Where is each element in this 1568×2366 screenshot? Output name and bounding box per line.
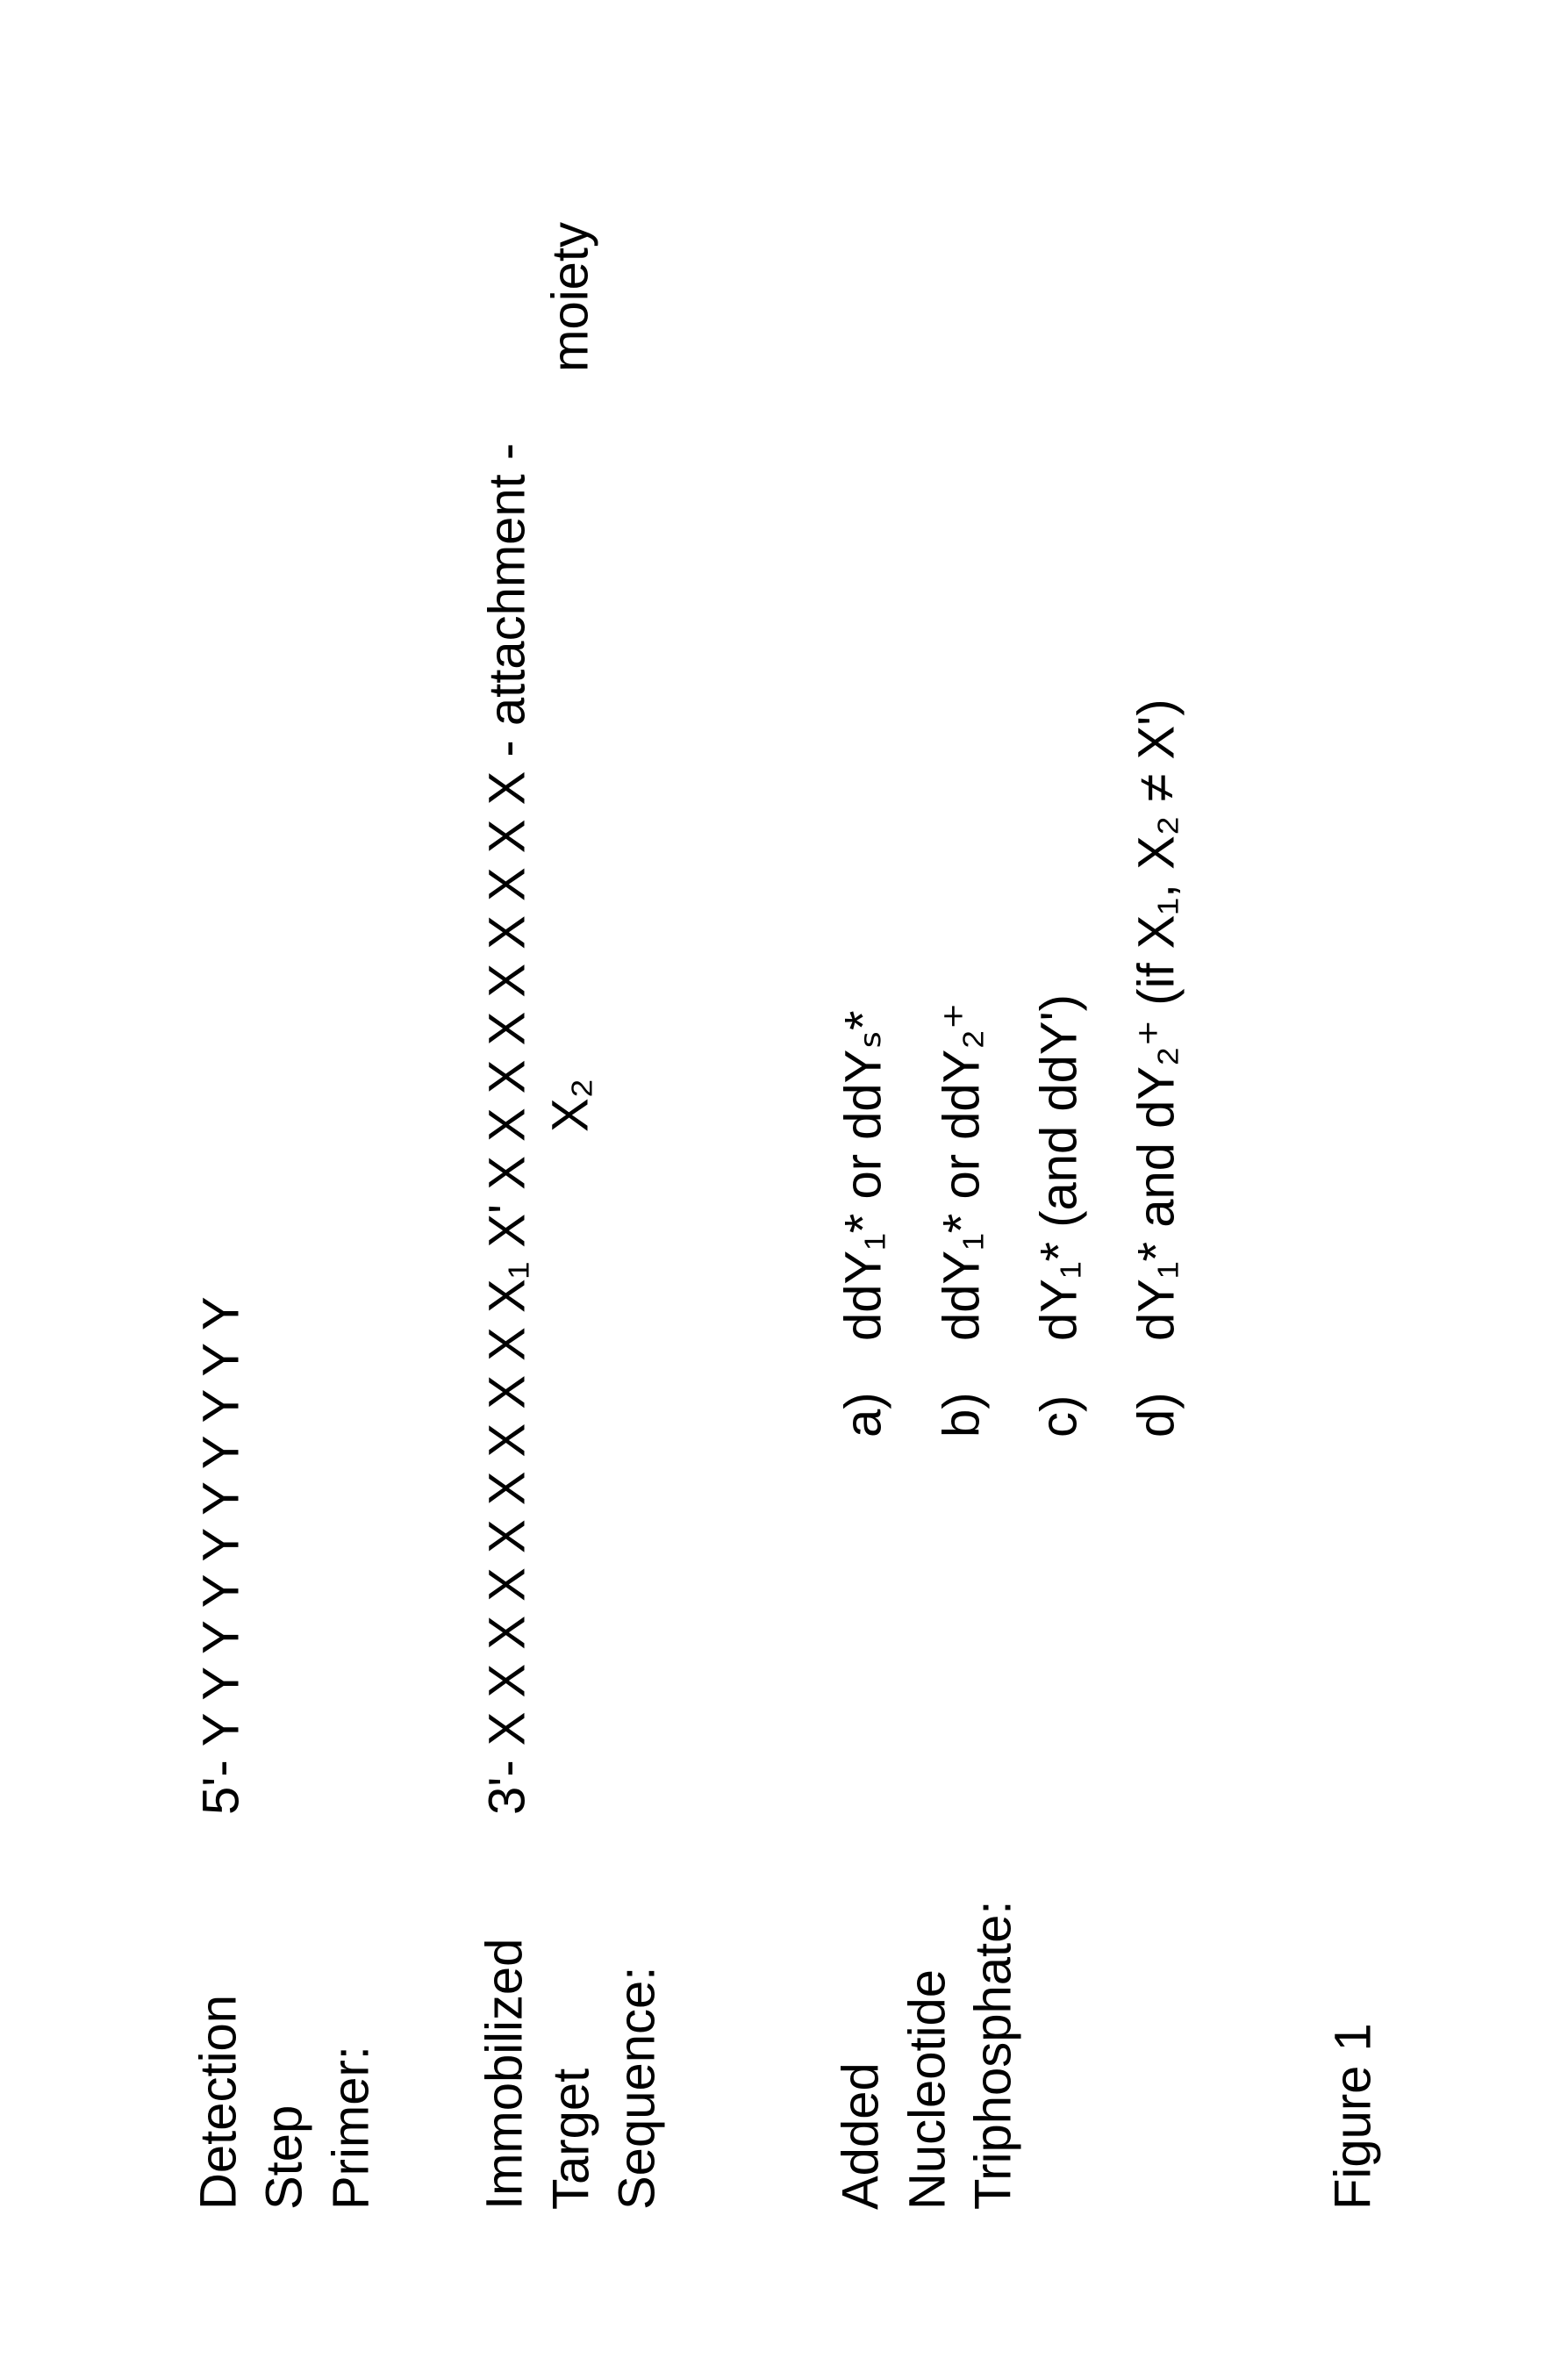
label-text: Triphosphate: bbox=[961, 1815, 1027, 2210]
list-marker: b) bbox=[926, 1341, 997, 1438]
added-label: Added Nucleotide Triphosphate: bbox=[828, 1815, 1027, 2210]
list-text: ddY₁* or ddY₂⁺ bbox=[926, 156, 997, 1341]
label-text: Nucleotide bbox=[894, 1815, 960, 2210]
immobilized-row: Immobilized Target Sequence: 3'- X X X X… bbox=[472, 156, 670, 2210]
list-item: b) ddY₁* or ddY₂⁺ bbox=[926, 156, 997, 1438]
list-item: a) ddY₁* or ddYₛ* bbox=[828, 156, 899, 1438]
detection-sequence: 5'- Y Y Y Y Y Y Y Y Y Y bbox=[185, 156, 291, 1815]
target-sequence-x2: X₂ bbox=[535, 1079, 606, 1132]
label-text: Sequence: bbox=[604, 1815, 669, 2210]
list-marker: d) bbox=[1121, 1341, 1192, 1438]
list-text: ddY₁* or ddYₛ* bbox=[828, 156, 899, 1341]
label-text: Detection bbox=[185, 1815, 251, 2210]
list-text: dY₁* and dY₂⁺ (if X₁, X₂ ≠ X') bbox=[1121, 156, 1192, 1341]
immobilized-label: Immobilized Target Sequence: bbox=[472, 1815, 670, 2210]
figure-caption: Figure 1 bbox=[1324, 156, 1383, 2210]
label-text: Added bbox=[828, 1815, 894, 2210]
figure-content: Detection Step Primer: 5'- Y Y Y Y Y Y Y… bbox=[97, 86, 1470, 2280]
list-item: d) dY₁* and dY₂⁺ (if X₁, X₂ ≠ X') bbox=[1121, 156, 1192, 1438]
label-text: Primer: bbox=[318, 1815, 383, 2210]
immobilized-sequence: 3'- X X X X X X X X X X₁ X' X X X X X X … bbox=[472, 156, 578, 1815]
label-text: Target bbox=[538, 1815, 604, 2210]
detection-label: Detection Step Primer: bbox=[185, 1815, 383, 2210]
list-text: dY₁* (and ddY') bbox=[1023, 156, 1094, 1341]
list-marker: c) bbox=[1023, 1341, 1094, 1438]
label-text: Immobilized bbox=[472, 1815, 538, 2210]
label-text: Step bbox=[252, 1815, 318, 2210]
list-item: c) dY₁* (and ddY') bbox=[1023, 156, 1094, 1438]
detection-row: Detection Step Primer: 5'- Y Y Y Y Y Y Y… bbox=[185, 156, 383, 2210]
target-moiety: moiety bbox=[535, 222, 606, 372]
target-sequence-main: 3'- X X X X X X X X X X₁ X' X X X X X X … bbox=[472, 156, 543, 1815]
list-marker: a) bbox=[828, 1341, 899, 1438]
added-list: a) ddY₁* or ddYₛ* b) ddY₁* or ddY₂⁺ c) d… bbox=[828, 156, 1219, 1815]
primer-sequence: 5'- Y Y Y Y Y Y Y Y Y Y bbox=[185, 156, 256, 1815]
nucleotide-options: a) ddY₁* or ddYₛ* b) ddY₁* or ddY₂⁺ c) d… bbox=[828, 156, 1192, 1438]
added-row: Added Nucleotide Triphosphate: a) ddY₁* … bbox=[828, 156, 1219, 2210]
